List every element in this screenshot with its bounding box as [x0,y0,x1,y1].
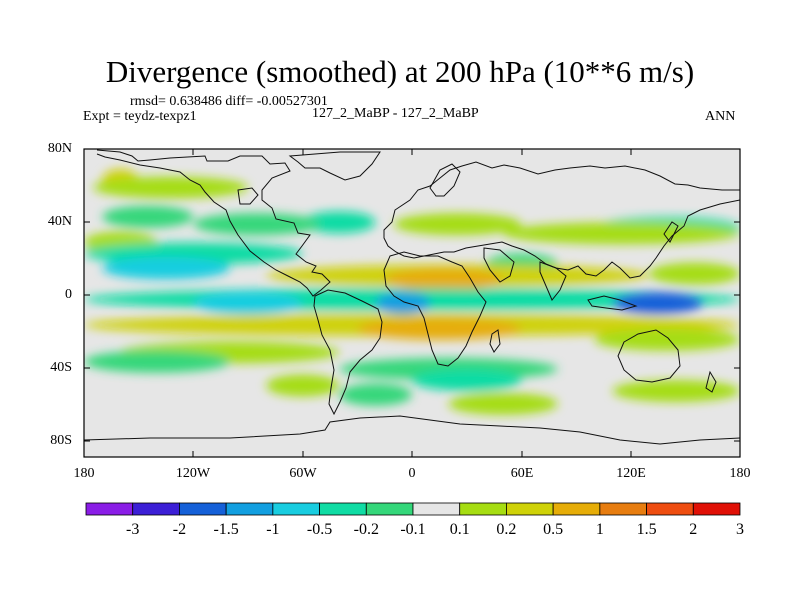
field-anomaly [302,211,376,234]
colorbar-label: 2 [689,521,697,538]
colorbar-swatch [506,502,554,516]
coastline-eurasia [383,161,740,279]
field-anomaly [193,292,303,314]
field-anomaly [357,317,522,340]
field-anomaly [412,369,522,391]
x-tick-label: 180 [729,466,751,481]
x-tick-label: 60W [289,466,317,481]
field-anomaly [612,380,740,402]
y-tick-label: 80N [47,141,72,156]
coastline-indonesia [587,295,638,311]
x-tick-label: 180 [73,466,95,481]
field-anomaly [393,213,522,236]
divergence-field [84,169,740,415]
colorbar-swatch [179,502,227,516]
colorbar-label: -0.5 [307,521,332,538]
coastline-japan [663,221,679,243]
colorbar-label: -1.5 [213,521,238,538]
colorbar-label: 3 [736,521,744,538]
colorbar-swatch [85,502,134,516]
coastlines [84,149,740,445]
case-names: 127_2_MaBP - 127_2_MaBP [312,106,479,121]
colorbar-swatch [132,502,180,516]
colorbar-swatch [412,502,461,516]
colorbar-label: -2 [173,521,186,538]
y-tick-label: 40S [50,360,72,375]
x-tick-label: 60E [510,466,534,481]
field-anomaly [93,176,248,199]
experiment-label: Expt = teydz-texpz1 [83,109,197,124]
colorbar-swatch [692,502,741,516]
axis-ticks [84,148,740,457]
season-label: ANN [705,109,736,124]
field-anomaly [612,292,704,314]
field-anomaly [193,213,321,236]
field-anomaly [84,350,230,373]
colorbar-label: 0.1 [450,521,470,538]
coastline-africa [383,251,487,367]
field-anomaly [375,292,431,314]
field-anomaly [448,392,558,415]
plot-title: Divergence (smoothed) at 200 hPa (10**6 … [105,54,695,89]
coastline-australia [617,329,681,383]
coastline-arabia [483,247,515,283]
coastline-madagascar [489,329,501,353]
coastline-new-zealand [705,370,717,393]
x-tick-label: 120E [616,466,646,481]
field-anomaly [339,383,412,406]
colorbar-label: 1 [596,521,604,538]
field-anomaly [503,222,740,245]
coastline-north-america [96,149,331,297]
y-tick-label: 40N [47,214,72,229]
field-anomaly [648,262,740,285]
field-anomaly [266,374,340,397]
colorbar-swatch [459,502,507,516]
x-tick-label: 120W [175,466,211,481]
colorbar-label: -0.2 [354,521,379,538]
colorbar-label: -3 [126,521,139,538]
colorbar-label: -0.1 [400,521,425,538]
field-anomaly [102,205,194,228]
field-anomaly [594,328,740,351]
colorbar: -3 -2 -1.5 -1 -0.5 -0.2 -0.1 0.1 0.2 0.5 1 1.5 2 3 [85,502,744,538]
coastline-scandinavia [429,163,461,197]
colorbar-label: 0.5 [543,521,563,538]
coastline-india [539,261,567,301]
y-tick-label: 0 [65,287,72,302]
coastline-antarctica [84,415,740,445]
rmsd-diff-stats: rmsd= 0.638486 diff= -0.00527301 [130,94,328,109]
field-anomaly [384,268,504,291]
x-tick-label: 0 [408,466,416,481]
field-anomaly [102,257,230,280]
colorbar-swatch [225,502,274,516]
colorbar-label: -1 [266,521,279,538]
coastline-hudson-bay [237,187,259,205]
colorbar-label: 0.2 [496,521,516,538]
colorbar-swatch [272,502,320,516]
coastline-south-america [313,289,383,416]
colorbar-swatch [319,502,367,516]
colorbar-label: 1.5 [637,521,657,538]
colorbar-swatch [599,502,647,516]
coastline-greenland [288,151,381,181]
colorbar-swatch [552,502,601,516]
colorbar-swatch [646,502,694,516]
y-tick-label: 80S [50,433,72,448]
colorbar-swatch [365,502,414,516]
